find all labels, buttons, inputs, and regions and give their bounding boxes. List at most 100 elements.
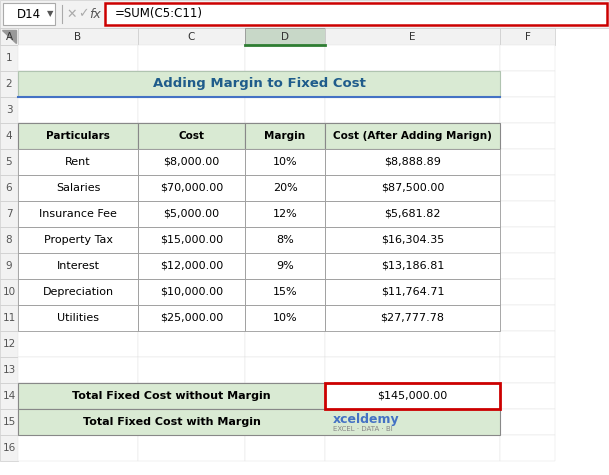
Bar	[500, 357, 555, 383]
Bar	[245, 279, 325, 305]
Bar	[245, 435, 325, 461]
Bar	[18, 123, 138, 149]
Text: 16: 16	[2, 443, 16, 453]
Text: D14: D14	[17, 8, 41, 20]
Text: A: A	[5, 31, 13, 41]
Bar	[245, 305, 325, 331]
Bar	[325, 201, 500, 227]
Bar	[18, 357, 138, 383]
Bar	[500, 383, 555, 409]
Text: F: F	[524, 31, 530, 41]
Bar	[325, 123, 500, 149]
Text: $16,304.35: $16,304.35	[381, 235, 444, 245]
Bar	[245, 331, 325, 357]
Bar	[138, 279, 245, 305]
Text: $87,500.00: $87,500.00	[381, 183, 444, 193]
Bar	[245, 227, 325, 253]
Bar	[325, 435, 500, 461]
Bar	[245, 175, 325, 201]
Bar	[138, 331, 245, 357]
Text: Insurance Fee: Insurance Fee	[39, 209, 117, 219]
Text: $15,000.00: $15,000.00	[160, 235, 223, 245]
Bar	[18, 409, 138, 435]
Bar	[500, 201, 555, 227]
Bar	[500, 149, 555, 175]
Bar	[138, 357, 245, 383]
Text: Adding Margin to Fixed Cost: Adding Margin to Fixed Cost	[153, 77, 365, 91]
Bar	[500, 279, 555, 305]
Text: B: B	[74, 31, 82, 41]
Text: 6: 6	[5, 183, 12, 193]
Text: Utilities: Utilities	[57, 313, 99, 323]
Bar	[3, 3, 55, 25]
Bar	[325, 253, 500, 279]
Text: $8,000.00: $8,000.00	[163, 157, 220, 167]
Bar	[18, 253, 138, 279]
Bar	[245, 123, 325, 149]
Bar	[500, 175, 555, 201]
Text: E: E	[409, 31, 416, 41]
Bar	[245, 175, 325, 201]
Bar	[500, 253, 555, 279]
Text: C: C	[188, 31, 195, 41]
Bar	[325, 279, 500, 305]
Text: $25,000.00: $25,000.00	[160, 313, 223, 323]
Text: 20%: 20%	[273, 183, 297, 193]
Bar	[245, 383, 325, 409]
Bar	[0, 279, 18, 305]
Bar	[245, 357, 325, 383]
Text: Margin: Margin	[264, 131, 306, 141]
Bar	[138, 305, 245, 331]
Bar	[18, 71, 500, 97]
Polygon shape	[2, 30, 16, 43]
Text: 3: 3	[5, 105, 12, 115]
Bar	[245, 201, 325, 227]
Text: 1: 1	[5, 53, 12, 63]
Text: Total Fixed Cost with Margin: Total Fixed Cost with Margin	[83, 417, 261, 427]
Text: $5,681.82: $5,681.82	[384, 209, 441, 219]
Bar	[0, 97, 18, 123]
Text: Interest: Interest	[57, 261, 99, 271]
Bar	[500, 123, 555, 149]
Bar	[138, 123, 245, 149]
Text: xceldemy: xceldemy	[333, 414, 400, 427]
Bar	[245, 149, 325, 175]
Bar	[18, 305, 138, 331]
Bar	[18, 409, 500, 435]
Bar	[245, 227, 325, 253]
Text: $5,000.00: $5,000.00	[163, 209, 220, 219]
Bar	[18, 435, 138, 461]
Bar	[325, 383, 500, 409]
Bar	[325, 227, 500, 253]
Bar	[325, 227, 500, 253]
Bar	[18, 383, 325, 409]
Bar	[325, 305, 500, 331]
Bar	[0, 331, 18, 357]
Bar	[138, 409, 245, 435]
Bar	[0, 71, 18, 97]
Bar	[325, 201, 500, 227]
Text: $10,000.00: $10,000.00	[160, 287, 223, 297]
Bar	[0, 357, 18, 383]
Bar	[500, 305, 555, 331]
Bar	[500, 227, 555, 253]
Bar	[0, 201, 18, 227]
Bar	[105, 3, 607, 25]
Bar	[245, 71, 325, 97]
Text: Property Tax: Property Tax	[43, 235, 113, 245]
Bar	[18, 28, 138, 45]
Text: Particulars: Particulars	[46, 131, 110, 141]
Text: 10%: 10%	[273, 157, 297, 167]
Bar	[138, 28, 245, 45]
Bar	[18, 227, 138, 253]
Bar	[245, 253, 325, 279]
Text: 8: 8	[5, 235, 12, 245]
Text: 15%: 15%	[273, 287, 297, 297]
Bar	[500, 435, 555, 461]
Bar	[0, 435, 18, 461]
Bar	[18, 123, 138, 149]
Text: ▼: ▼	[47, 10, 53, 19]
Bar	[245, 279, 325, 305]
Bar	[138, 149, 245, 175]
Bar	[138, 175, 245, 201]
